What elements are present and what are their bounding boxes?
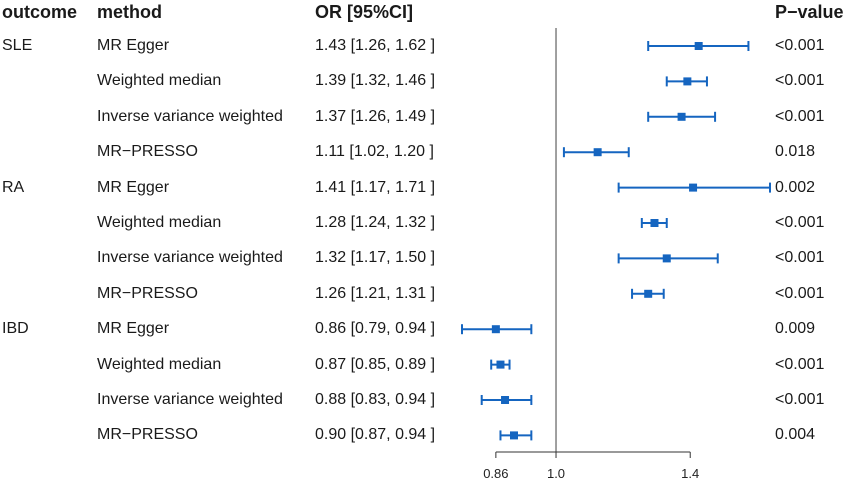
row-pvalue: 0.009	[775, 320, 816, 338]
header-pvalue: P−value	[775, 2, 844, 22]
row-outcome: IBD	[2, 320, 29, 338]
row-pvalue: <0.001	[775, 391, 825, 408]
row-or-ci: 0.88 [0.83, 0.94 ]	[315, 391, 436, 408]
row-method: Inverse variance weighted	[97, 107, 283, 125]
row-pvalue: <0.001	[775, 249, 825, 267]
row-or-ci: 1.32 [1.17, 1.50 ]	[315, 249, 436, 267]
row-pvalue: <0.001	[775, 107, 825, 125]
row-method: Weighted median	[97, 214, 222, 231]
row-pvalue: <0.001	[775, 37, 825, 54]
row-or-ci: 0.90 [0.87, 0.94 ]	[315, 426, 436, 444]
header-outcome: outcome	[2, 2, 78, 22]
row-or-ci: 1.41 [1.17, 1.71 ]	[315, 178, 436, 196]
row-method: MR−PRESSO	[97, 426, 198, 444]
point-estimate	[677, 112, 686, 121]
row-pvalue: 0.018	[775, 143, 816, 161]
row-outcome: SLE	[2, 37, 33, 54]
point-estimate	[501, 396, 510, 404]
point-estimate	[496, 360, 505, 369]
row-or-ci: 0.87 [0.85, 0.89 ]	[315, 355, 436, 373]
point-estimate	[662, 254, 671, 263]
row-method: MR−PRESSO	[97, 284, 198, 302]
row-or-ci: 1.11 [1.02, 1.20 ]	[315, 143, 434, 161]
row-or-ci: 0.86 [0.79, 0.94 ]	[315, 320, 436, 338]
point-estimate	[491, 325, 500, 334]
row-or-ci: 1.39 [1.32, 1.46 ]	[315, 72, 436, 90]
row-method: MR Egger	[97, 320, 170, 338]
row-method: MR Egger	[97, 37, 170, 54]
row-pvalue: <0.001	[775, 72, 825, 90]
row-or-ci: 1.43 [1.26, 1.62 ]	[315, 37, 436, 54]
row-method: Weighted median	[97, 72, 222, 90]
row-outcome: RA	[2, 178, 25, 196]
row-pvalue: <0.001	[775, 284, 825, 302]
header-or: OR [95%CI]	[315, 2, 414, 22]
x-tick-label: 0.86	[483, 466, 508, 481]
row-or-ci: 1.37 [1.26, 1.49 ]	[315, 107, 436, 125]
point-estimate	[593, 148, 602, 157]
x-tick-label: 1.0	[547, 466, 565, 481]
point-estimate	[644, 289, 653, 298]
point-estimate	[683, 77, 692, 86]
row-pvalue: <0.001	[775, 214, 825, 231]
x-tick-label: 1.4	[681, 466, 699, 481]
row-method: MR−PRESSO	[97, 143, 198, 161]
row-method: Inverse variance weighted	[97, 391, 283, 408]
point-estimate	[694, 42, 703, 50]
row-or-ci: 1.28 [1.24, 1.32 ]	[315, 214, 436, 231]
row-pvalue: <0.001	[775, 355, 825, 373]
row-method: Weighted median	[97, 355, 222, 373]
point-estimate	[509, 431, 518, 440]
header-method: method	[97, 2, 162, 22]
row-or-ci: 1.26 [1.21, 1.31 ]	[315, 284, 436, 302]
point-estimate	[650, 219, 659, 227]
row-method: MR Egger	[97, 178, 170, 196]
row-pvalue: 0.002	[775, 178, 816, 196]
row-pvalue: 0.004	[775, 426, 816, 444]
point-estimate	[689, 183, 698, 192]
row-method: Inverse variance weighted	[97, 249, 283, 267]
